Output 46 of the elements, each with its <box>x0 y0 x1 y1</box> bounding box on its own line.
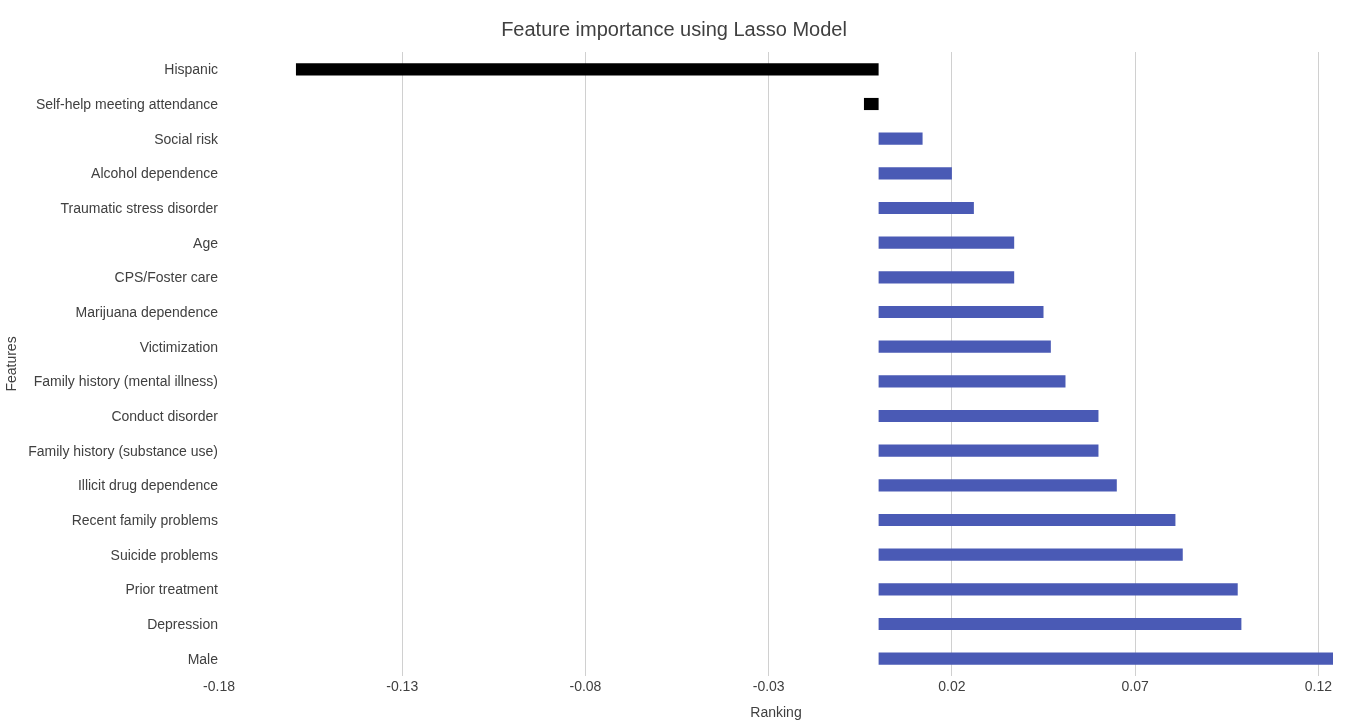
y-tick-label: Age <box>193 234 219 251</box>
bar <box>878 236 1015 249</box>
bar <box>878 271 1015 284</box>
x-tick-label: -0.13 <box>386 678 419 694</box>
bar <box>878 652 1333 665</box>
y-tick-label: Family history (substance use) <box>28 442 218 459</box>
y-tick-label: Marijuana dependence <box>75 303 219 320</box>
bar <box>878 444 1099 457</box>
bar <box>878 479 1117 492</box>
chart-title: Feature importance using Lasso Model <box>501 17 847 40</box>
y-tick-label: Social risk <box>154 130 219 147</box>
bar <box>878 201 974 215</box>
y-tick-label: Depression <box>147 615 218 632</box>
y-tick-label: Suicide problems <box>110 546 218 563</box>
bar <box>878 340 1051 353</box>
bar <box>878 132 923 145</box>
y-tick-label: Prior treatment <box>125 581 219 598</box>
y-tick-label: Family history (mental illness) <box>33 373 218 390</box>
x-axis-title: Ranking <box>750 704 802 721</box>
bar <box>863 97 879 111</box>
y-tick-label: Self-help meeting attendance <box>35 95 219 112</box>
y-tick-label: Illicit drug dependence <box>77 477 219 494</box>
bar <box>878 617 1242 631</box>
x-tick-label: -0.08 <box>569 678 602 694</box>
y-tick-label: Traumatic stress disorder <box>60 199 219 216</box>
y-tick-label: Conduct disorder <box>111 407 219 424</box>
x-tick-label: -0.18 <box>203 678 236 694</box>
x-tick-label: 0.02 <box>938 678 966 694</box>
bar <box>878 375 1066 388</box>
y-tick-label: Victimization <box>139 338 218 355</box>
x-tick-label: 0.07 <box>1121 678 1149 694</box>
y-tick-label: Male <box>187 650 219 667</box>
y-tick-label: Hispanic <box>164 61 218 78</box>
x-tick-label: -0.03 <box>752 678 785 694</box>
bar <box>878 167 952 180</box>
bar <box>878 305 1044 319</box>
bar <box>878 513 1176 527</box>
x-tick-label: 0.12 <box>1304 678 1333 694</box>
y-tick-label: Alcohol dependence <box>91 165 219 182</box>
bar <box>878 409 1099 423</box>
bar <box>295 63 879 76</box>
y-tick-label: CPS/Foster care <box>114 269 219 286</box>
y-tick-label: Recent family problems <box>71 511 218 528</box>
y-axis-title: Features <box>2 336 19 392</box>
bar <box>878 548 1183 561</box>
bar <box>878 583 1238 596</box>
